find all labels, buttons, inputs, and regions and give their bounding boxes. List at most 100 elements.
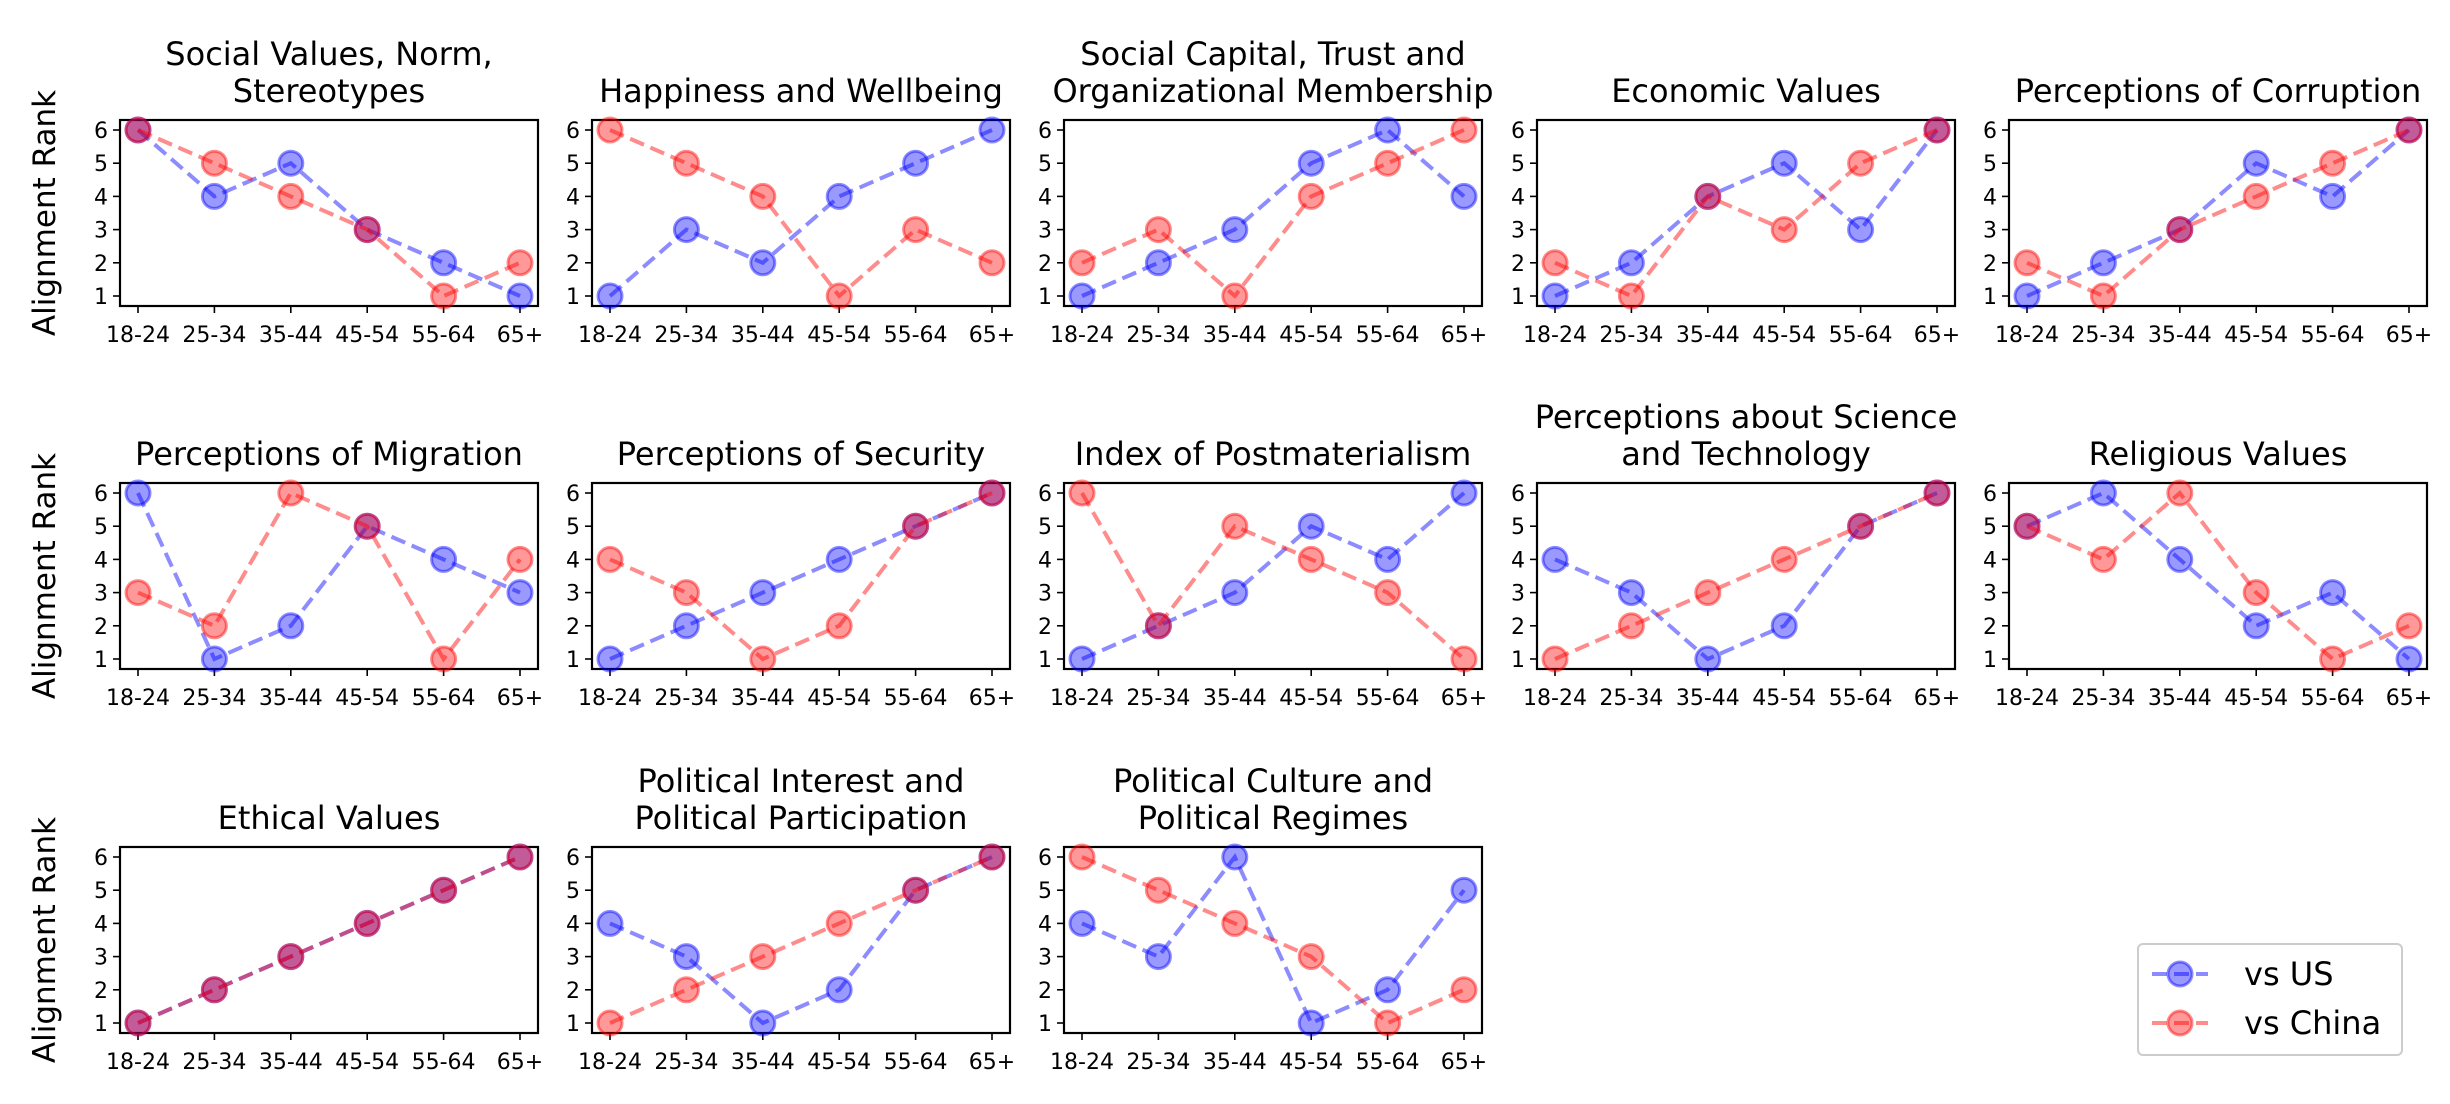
y-tick-label: 4 (566, 185, 580, 210)
panel-title-line-1: Political Culture and (1113, 762, 1433, 800)
data-point-vs-china (1144, 216, 1172, 244)
y-tick-label: 2 (1038, 252, 1052, 277)
panel-title-line-1: Political Interest and (638, 762, 965, 800)
data-point-vs-us (2395, 645, 2423, 673)
y-tick-label: 6 (1983, 119, 1997, 144)
x-tick-label: 35-44 (259, 686, 323, 711)
data-point-vs-china (200, 612, 228, 640)
data-point-vs-us (1923, 116, 1951, 144)
y-tick-label: 2 (566, 615, 580, 640)
x-tick-label: 65+ (1914, 323, 1960, 348)
panel-title: Perceptions of Corruption (2015, 72, 2422, 110)
y-tick-label: 6 (566, 846, 580, 871)
panel-10: Religious Values 18-24 25-34 35-44 45-54 55-6… (1983, 435, 2432, 711)
data-point-vs-us (596, 909, 624, 937)
panel-title-line-1: Social Capital, Trust and (1080, 35, 1465, 73)
x-tick-label: 45-54 (335, 686, 399, 711)
x-tick-label: 35-44 (1676, 686, 1740, 711)
data-point-vs-us (200, 182, 228, 210)
x-tick-label: 45-54 (2224, 686, 2288, 711)
y-tick-label: 4 (1038, 548, 1052, 573)
data-point-vs-china (430, 282, 458, 310)
data-point-vs-china (1694, 579, 1722, 607)
data-point-vs-us (1770, 612, 1798, 640)
x-tick-label: 18-24 (578, 323, 642, 348)
panel-frame (118, 481, 540, 671)
data-point-vs-us (825, 545, 853, 573)
data-point-vs-china (353, 512, 381, 540)
data-point-vs-china (277, 943, 305, 971)
data-point-vs-us (1374, 545, 1402, 573)
data-point-vs-china (1541, 249, 1569, 277)
data-point-vs-us (1068, 645, 1096, 673)
data-point-vs-china (430, 876, 458, 904)
data-point-vs-us (506, 843, 534, 871)
y-tick-label: 5 (566, 515, 580, 540)
series-line-vs-us (2026, 128, 2411, 298)
series-line-vs-us (1554, 128, 1939, 298)
y-axis-label: Alignment Rank (27, 90, 63, 336)
x-tick-label: 25-34 (1599, 323, 1663, 348)
data-point-vs-china (1617, 612, 1645, 640)
y-tick-label: 4 (94, 912, 108, 937)
x-tick-label: 18-24 (1995, 323, 2059, 348)
y-tick-label: 2 (1038, 615, 1052, 640)
series-line-vs-china (137, 855, 521, 1025)
data-point-vs-china (2013, 249, 2041, 277)
x-tick-label: 65+ (1441, 686, 1487, 711)
y-axis-label: Alignment Rank (27, 817, 63, 1063)
data-point-vs-us (749, 579, 777, 607)
y-tick-label: 4 (94, 548, 108, 573)
data-point-vs-china (1374, 579, 1402, 607)
y-tick-label: 3 (566, 582, 580, 607)
x-tick-label: 65+ (969, 323, 1015, 348)
data-point-vs-us (124, 479, 152, 507)
x-tick-label: 55-64 (884, 1050, 948, 1075)
x-tick-label: 35-44 (731, 686, 795, 711)
data-point-vs-us (749, 249, 777, 277)
series-line-vs-us (2026, 490, 2411, 661)
data-point-vs-china (2242, 579, 2270, 607)
data-point-vs-china (1923, 116, 1951, 144)
y-tick-label: 2 (566, 252, 580, 277)
data-point-vs-us (1068, 909, 1096, 937)
panel-frame (2007, 118, 2429, 308)
x-tick-label: 35-44 (2148, 323, 2212, 348)
data-point-vs-china (1297, 545, 1325, 573)
x-tick-label: 25-34 (2071, 323, 2135, 348)
x-tick-label: 45-54 (1752, 686, 1816, 711)
y-tick-label: 5 (1038, 515, 1052, 540)
x-tick-label: 65+ (497, 686, 543, 711)
panel-title: Ethical Values (218, 799, 441, 837)
x-tick-label: 35-44 (2148, 686, 2212, 711)
x-tick-label: 45-54 (1279, 1050, 1343, 1075)
data-point-vs-china (1297, 943, 1325, 971)
data-point-vs-us (1144, 249, 1172, 277)
data-point-vs-us (1847, 512, 1875, 540)
data-point-vs-us (353, 909, 381, 937)
data-point-vs-us (1297, 149, 1325, 177)
y-tick-label: 4 (566, 912, 580, 937)
series-line-vs-us (136, 492, 521, 662)
x-tick-label: 18-24 (106, 323, 170, 348)
y-tick-label: 1 (94, 648, 108, 673)
data-point-vs-china (902, 876, 930, 904)
data-point-vs-us (1617, 579, 1645, 607)
x-tick-label: 55-64 (2301, 686, 2365, 711)
data-point-vs-china (430, 645, 458, 673)
data-point-vs-us (672, 216, 700, 244)
legend-label-vs-us: vs US (2244, 955, 2334, 993)
y-tick-label: 5 (94, 152, 108, 177)
x-tick-label: 18-24 (106, 1050, 170, 1075)
data-point-vs-china (2089, 282, 2117, 310)
data-point-vs-us (353, 512, 381, 540)
panel-title: Perceptions of Security (617, 435, 985, 473)
data-point-vs-us (1450, 876, 1478, 904)
x-tick-label: 65+ (969, 686, 1015, 711)
panel-6: Perceptions of Migration 18-24 25-34 35-44 4… (94, 435, 543, 711)
data-point-vs-china (1541, 645, 1569, 673)
data-point-vs-china (506, 545, 534, 573)
